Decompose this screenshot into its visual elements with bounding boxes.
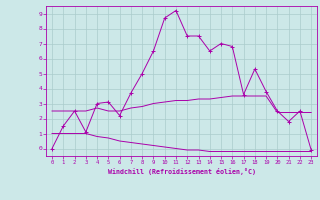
X-axis label: Windchill (Refroidissement éolien,°C): Windchill (Refroidissement éolien,°C)	[108, 168, 256, 175]
